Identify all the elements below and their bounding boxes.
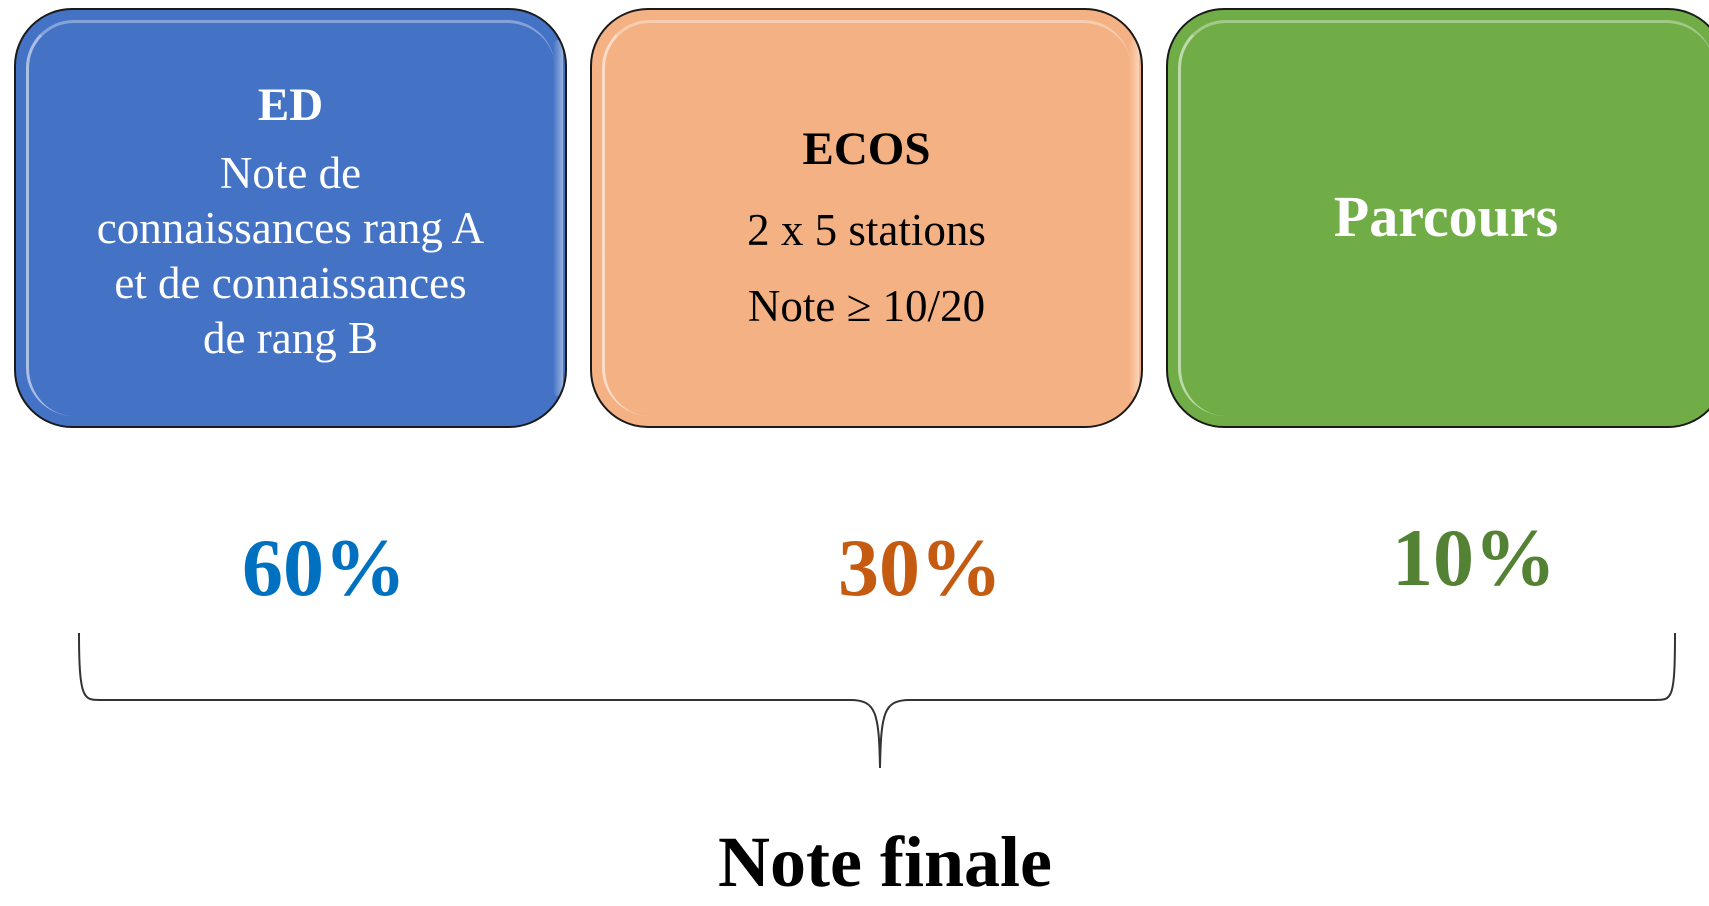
ecos-box: ECOS 2 x 5 stations Note ≥ 10/20	[590, 8, 1143, 428]
ed-description-line: de rang B	[203, 313, 378, 363]
ed-title: ED	[257, 79, 324, 131]
ecos-description-line: Note ≥ 10/20	[747, 281, 986, 331]
parcours-box: Parcours	[1166, 8, 1709, 428]
ed-description-line: Note de	[219, 148, 362, 198]
final-grade-label: Note finale	[718, 822, 1052, 902]
ed-weight: 60%	[242, 522, 406, 613]
ecos-description: 2 x 5 stations Note ≥ 10/20	[747, 192, 986, 344]
ed-description: Note de connaissances rang A et de conna…	[31, 146, 551, 366]
ecos-title: ECOS	[802, 123, 931, 175]
parcours-weight: 10%	[1392, 512, 1556, 603]
parcours-title: Parcours	[1333, 184, 1559, 249]
ecos-description-line: 2 x 5 stations	[747, 205, 986, 255]
ed-box: ED Note de connaissances rang A et de co…	[14, 8, 567, 428]
ed-description-line: connaissances rang A	[96, 203, 485, 253]
ecos-weight: 30%	[838, 522, 1002, 613]
ed-description-line: et de connaissances	[114, 258, 467, 308]
